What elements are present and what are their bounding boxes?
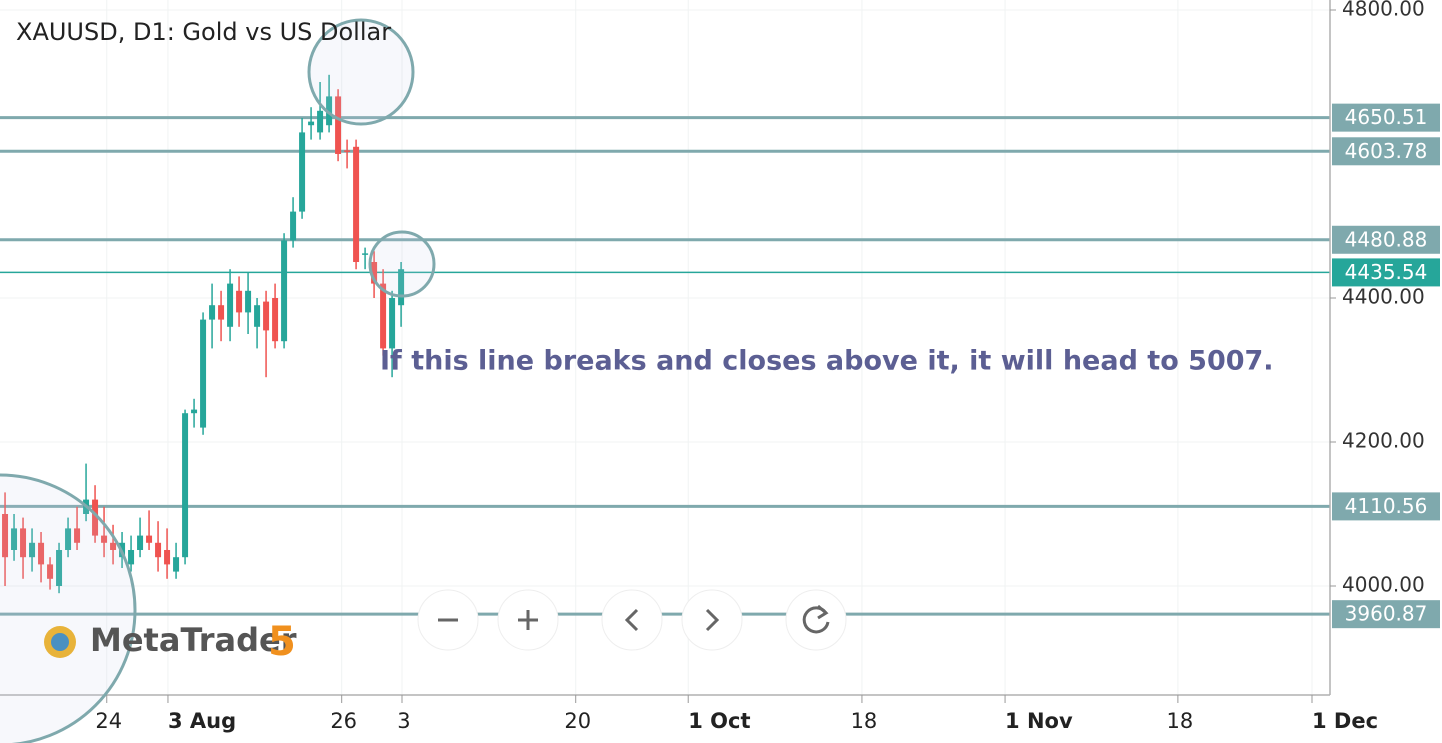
candle-body bbox=[65, 528, 72, 550]
candle-body bbox=[308, 121, 315, 126]
candle-body bbox=[290, 211, 297, 241]
x-tick-label: 1 Nov bbox=[1005, 709, 1073, 733]
candle-body bbox=[272, 298, 279, 342]
logo: MetaTrader 5 bbox=[44, 619, 297, 665]
candle-body bbox=[263, 301, 270, 331]
logo-version: 5 bbox=[268, 619, 296, 665]
x-tick-label: 24 bbox=[95, 709, 122, 733]
x-tick-label: 3 bbox=[397, 709, 410, 733]
x-tick-label: 1 Oct bbox=[688, 709, 750, 733]
scroll-right-button[interactable] bbox=[681, 589, 743, 651]
candle-body bbox=[47, 564, 54, 579]
candle-body bbox=[227, 283, 234, 327]
candle-body bbox=[20, 528, 27, 558]
candle-body bbox=[74, 528, 81, 543]
level-label-box bbox=[1332, 225, 1440, 254]
levels bbox=[0, 116, 1330, 616]
y-tick-label: 4400.00 bbox=[1342, 285, 1425, 309]
level-label: 4110.56 bbox=[1345, 494, 1428, 518]
candle-body bbox=[344, 150, 351, 152]
level-label: 4480.88 bbox=[1345, 227, 1428, 251]
candle-body bbox=[335, 96, 342, 155]
candle-body bbox=[92, 499, 99, 536]
x-tick-label: 18 bbox=[1167, 709, 1194, 733]
candle-body bbox=[209, 305, 216, 320]
logo-icon bbox=[51, 633, 69, 651]
candle-body bbox=[200, 319, 207, 428]
x-tick-label: 26 bbox=[330, 709, 357, 733]
x-tick-label: 20 bbox=[564, 709, 591, 733]
candle-body bbox=[398, 269, 405, 306]
toolbar bbox=[417, 589, 847, 651]
candle-body bbox=[164, 549, 171, 565]
level-label: 3960.87 bbox=[1345, 602, 1428, 626]
candle-body bbox=[254, 305, 261, 327]
highlight-circle bbox=[0, 473, 137, 743]
candle-body bbox=[137, 535, 144, 550]
level-label-box bbox=[1332, 492, 1440, 521]
y-tick-label: 4000.00 bbox=[1342, 572, 1425, 596]
candle-body bbox=[236, 290, 243, 313]
candle-body bbox=[155, 542, 162, 558]
scroll-left-button[interactable] bbox=[601, 589, 663, 651]
candle-body bbox=[128, 549, 135, 565]
x-tick-label: 1 Dec bbox=[1312, 709, 1378, 733]
candle-body bbox=[326, 96, 333, 126]
level-label: 4435.54 bbox=[1345, 260, 1428, 284]
candle-body bbox=[11, 528, 18, 550]
candle-body bbox=[101, 535, 108, 543]
candle-body bbox=[38, 542, 45, 565]
candle-body bbox=[362, 253, 369, 255]
candle-body bbox=[182, 413, 189, 558]
candle-body bbox=[245, 290, 252, 313]
chart-title: XAUUSD, D1: Gold vs US Dollar bbox=[16, 18, 391, 46]
candle-body bbox=[380, 283, 387, 349]
candle-body bbox=[218, 305, 225, 320]
candles bbox=[2, 74, 405, 594]
level-label: 4650.51 bbox=[1345, 105, 1428, 129]
y-tick-label: 4200.00 bbox=[1342, 428, 1425, 452]
candle-body bbox=[317, 110, 324, 133]
level-label-box bbox=[1332, 600, 1440, 629]
level-label-box bbox=[1332, 137, 1440, 166]
candle-body bbox=[299, 132, 306, 212]
candle-body bbox=[146, 535, 153, 543]
x-tick-label: 18 bbox=[851, 709, 878, 733]
candle-body bbox=[173, 557, 180, 572]
logo-text: MetaTrader bbox=[90, 621, 297, 659]
zoom-in-button[interactable] bbox=[497, 589, 559, 651]
candle-body bbox=[29, 542, 36, 558]
candle-body bbox=[389, 298, 396, 349]
candle-body bbox=[281, 240, 288, 342]
candle-body bbox=[2, 513, 9, 558]
level-label-box bbox=[1332, 258, 1440, 287]
zoom-out-button[interactable] bbox=[417, 589, 479, 651]
candle-body bbox=[191, 409, 198, 414]
candle-body bbox=[56, 549, 63, 586]
axes: 4000.00 4200.00 4400.00 4800.00 24 3 Aug 26 3 20… bbox=[95, 0, 1440, 733]
annotation: If this line breaks and closes above it,… bbox=[380, 346, 1274, 377]
level-label-box bbox=[1332, 103, 1440, 132]
y-tick-label: 4800.00 bbox=[1342, 0, 1425, 21]
candle-body bbox=[371, 262, 378, 284]
highlight-circle bbox=[307, 18, 415, 126]
highlight-circle bbox=[368, 230, 436, 298]
x-tick-label: 3 Aug bbox=[168, 709, 236, 733]
candle-body bbox=[110, 542, 117, 550]
level-label: 4603.78 bbox=[1345, 139, 1428, 163]
candle-body bbox=[353, 146, 360, 263]
reset-button[interactable] bbox=[785, 589, 847, 651]
